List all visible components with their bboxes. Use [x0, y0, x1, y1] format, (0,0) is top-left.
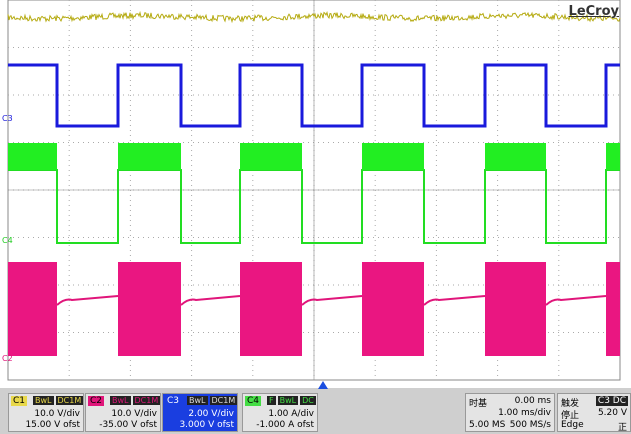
waveform-band — [118, 143, 181, 170]
waveform — [8, 63, 620, 128]
trigger-source: C3 DC — [595, 396, 628, 406]
channel-offset: 15.00 V ofst — [25, 420, 80, 430]
channel-panel[interactable]: C3 BwL DC1M 2.00 V/div 3.000 V ofst — [162, 393, 238, 432]
channel-offset: -35.00 V ofst — [99, 420, 157, 430]
channel-scale: 2.00 V/div — [188, 409, 234, 419]
trigger-panel: 触发 C3 DC 停止 5.20 V Edge 正 — [557, 393, 631, 433]
channel-marker: C2 — [2, 354, 13, 363]
channel-tag: BwL — [33, 396, 54, 405]
channel-tag: BwL — [110, 396, 131, 405]
waveform-display — [7, 0, 621, 381]
channel-panel[interactable]: C2 BwL DC1M 10.0 V/div -35.00 V ofst — [85, 393, 161, 432]
timebase-rate: 500 MS/s — [509, 420, 551, 430]
waveform-band — [240, 262, 302, 356]
trigger-position — [318, 381, 328, 389]
channel-tag: DC1M — [132, 396, 161, 405]
waveform-band — [362, 143, 424, 170]
channel-tag: BwL — [277, 396, 299, 405]
channel-tags: BwL DC1M — [33, 396, 84, 405]
waveform-band — [8, 143, 57, 170]
brand: LeCroy — [568, 4, 619, 19]
waveform-band — [485, 262, 546, 356]
timebase-delay: 0.00 ms — [514, 396, 551, 406]
channel-panel[interactable]: C1 BwL DC1M 10.0 V/div 15.00 V ofst — [8, 393, 84, 432]
channel-tag: BwL — [187, 396, 208, 405]
channel-tags: BwL DC1M — [187, 396, 238, 405]
trigger-slope: 正 — [617, 423, 627, 433]
waveform-band — [606, 143, 620, 170]
channel-offset: -1.000 A ofst — [256, 420, 314, 430]
waveform — [56, 295, 607, 306]
channel-offset: 3.000 V ofst — [179, 420, 234, 430]
channel-id: C2 — [88, 396, 105, 406]
channel-marker: C4 — [2, 236, 13, 245]
waveform — [7, 10, 621, 24]
channel-scale: 10.0 V/div — [111, 409, 157, 419]
channel-panel[interactable]: C4 F BwL DC 1.00 A/div -1.000 A ofst — [242, 393, 318, 432]
channel-scale: 1.00 A/div — [268, 409, 314, 419]
channel-id: C4 — [245, 396, 262, 406]
waveform — [8, 169, 620, 244]
waveform-band — [118, 262, 181, 356]
waveform-band — [8, 262, 57, 356]
channel-id: C1 — [11, 396, 28, 406]
channel-tags: BwL DC1M — [110, 396, 161, 405]
channel-tag: DC — [300, 396, 316, 405]
channel-tags: F BwL DC — [267, 396, 316, 405]
trigger-level: 5.20 V — [597, 408, 627, 418]
timebase-panel: 时基 0.00 ms 1.00 ms/div 5.00 MS 500 MS/s — [465, 393, 555, 432]
waveform-band — [485, 143, 546, 170]
timebase-label: 时基 — [469, 399, 488, 409]
trigger-label: 触发 — [561, 399, 580, 409]
waveform-band — [362, 262, 424, 356]
channel-tag: DC1M — [209, 396, 238, 405]
channel-marker: C3 — [2, 114, 13, 123]
trigger-state: 停止 — [561, 411, 580, 421]
waveform-band — [240, 143, 302, 170]
channel-id: C3 — [165, 396, 182, 406]
trigger-mode: Edge — [561, 420, 584, 430]
channel-tag: F — [267, 396, 276, 405]
channel-scale: 10.0 V/div — [34, 409, 80, 419]
waveform-band — [606, 262, 620, 356]
timebase-samples: 5.00 MS — [469, 420, 506, 430]
channel-tag: DC1M — [55, 396, 84, 405]
timebase-scale: 1.00 ms/div — [498, 408, 551, 418]
